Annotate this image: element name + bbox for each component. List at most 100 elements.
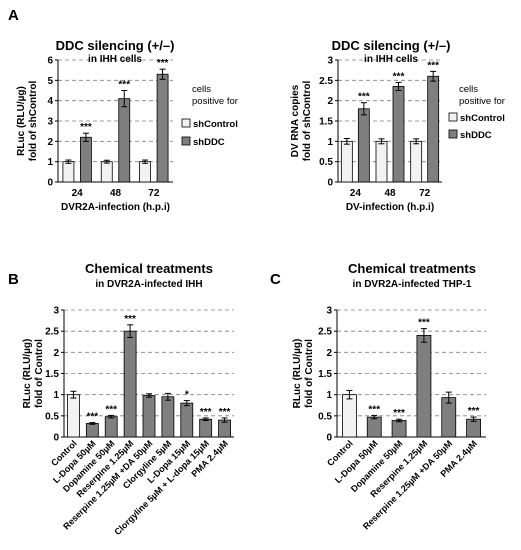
y-tick-label: 2.5 — [318, 327, 332, 338]
bar — [410, 140, 423, 183]
x-tick-label: 24 — [72, 188, 84, 199]
y-tick-label: 6 — [47, 56, 53, 67]
y-axis-label: RLuc (RLU/µg) — [22, 339, 33, 409]
chart-title: Chemical treatments — [348, 261, 476, 276]
significance-label: *** — [418, 318, 430, 329]
panel-letter-b: B — [8, 271, 19, 288]
x-tick-label: 48 — [384, 188, 396, 199]
bar — [123, 330, 137, 438]
y-axis-label: fold of Control — [34, 339, 45, 408]
y-axis-label: DV RNA copies — [290, 84, 301, 157]
bar — [62, 161, 75, 183]
y-tick-label: 2 — [326, 348, 332, 359]
bar — [466, 418, 481, 438]
y-tick-label: 3 — [327, 56, 333, 67]
y-tick-label: 2.5 — [319, 76, 333, 87]
bar — [67, 394, 80, 438]
chart-subtitle: in IHH cells — [364, 54, 418, 65]
y-tick-label: 0.5 — [318, 411, 332, 422]
y-tick-label: 1.5 — [318, 369, 332, 380]
y-axis-label: fold of shControl — [302, 81, 313, 162]
chart-c: 0 0.5 1 1.5 2 2.5 3 Chemical treatments in DVR2A… — [292, 261, 486, 532]
bar — [180, 402, 194, 438]
y-tick-label: 0 — [327, 178, 333, 189]
bar — [366, 416, 382, 438]
chart-subtitle: in DVR2A-infected THP-1 — [353, 279, 472, 290]
y-tick-label: 3 — [326, 306, 332, 317]
chart-a2: 0 0.5 1 1.5 2 2.5 3 DDC silencing (+/–)in IHH c… — [290, 38, 505, 213]
bar — [342, 394, 357, 438]
x-tick-label: 72 — [148, 188, 160, 199]
significance-label: *** — [358, 92, 370, 103]
legend-title: cells — [192, 84, 211, 95]
legend-swatch — [181, 136, 191, 146]
y-axis-label: RLuc (RLU/µg) — [16, 86, 27, 156]
bar — [416, 334, 432, 438]
y-tick-label: 1 — [326, 390, 332, 401]
y-tick-label: 1 — [53, 390, 59, 401]
legend-swatch — [448, 129, 458, 139]
y-tick-label: 5 — [47, 76, 53, 87]
y-tick-label: 3 — [47, 117, 53, 128]
significance-label: *** — [219, 407, 231, 418]
y-tick-label: 0 — [53, 433, 59, 444]
y-axis-label: RLuc (RLU/µg) — [292, 339, 303, 409]
x-tick-label: 72 — [419, 188, 431, 199]
legend-title: cells — [459, 84, 478, 95]
bar — [118, 98, 131, 183]
legend-entry-label: shControl — [460, 113, 505, 124]
bar — [375, 140, 388, 183]
bar — [104, 416, 118, 438]
bar — [139, 161, 151, 183]
bar — [100, 161, 113, 183]
significance-label: *** — [427, 60, 439, 71]
chart-title: Chemical treatments — [85, 261, 213, 276]
y-tick-label: 2 — [327, 96, 333, 107]
bar — [161, 396, 175, 438]
x-tick-label: 24 — [350, 188, 362, 199]
y-axis-label: fold of shControl — [28, 81, 39, 162]
legend-title: positive for — [459, 96, 505, 107]
bar — [392, 86, 405, 183]
significance-label: *** — [368, 404, 380, 415]
y-axis-label: fold of Control — [304, 339, 315, 408]
bar — [199, 418, 213, 438]
bar — [340, 140, 353, 183]
significance-label: *** — [157, 58, 169, 69]
legend-entry-label: shDDC — [193, 137, 225, 148]
x-axis-label: DV-infection (h.p.i) — [346, 202, 434, 213]
chart-title: DDC silencing (+/–) — [56, 38, 175, 53]
y-tick-label: 0.5 — [45, 411, 59, 422]
panel-letter-c: C — [270, 271, 281, 288]
y-tick-label: 0 — [326, 433, 332, 444]
y-tick-label: 0.5 — [319, 157, 333, 168]
significance-label: * — [185, 390, 189, 401]
significance-label: *** — [86, 412, 98, 423]
y-tick-label: 1 — [47, 157, 53, 168]
legend-swatch — [448, 112, 458, 122]
x-tick-label: 48 — [110, 188, 122, 199]
y-tick-label: 1 — [327, 137, 333, 148]
legend-title: positive for — [192, 96, 238, 107]
panel-letter-a: A — [8, 7, 19, 24]
bar — [357, 108, 370, 183]
chart-b: 0 0.5 1 1.5 2 2.5 3 Chemical treatments in DVR2A… — [22, 261, 234, 537]
y-tick-label: 2.5 — [45, 327, 59, 338]
y-tick-label: 4 — [47, 96, 53, 107]
chart-subtitle: in IHH cells — [88, 54, 142, 65]
chart-subtitle: in DVR2A-infected IHH — [95, 279, 202, 290]
legend-swatch — [181, 118, 191, 128]
legend-entry-label: shDDC — [460, 130, 492, 141]
y-tick-label: 0 — [47, 178, 53, 189]
y-tick-label: 1.5 — [319, 117, 333, 128]
chart-title: DDC silencing (+/–) — [332, 38, 451, 53]
y-tick-label: 1.5 — [45, 369, 59, 380]
bar — [156, 73, 169, 183]
bar — [427, 75, 440, 183]
bar — [142, 395, 156, 438]
bar — [391, 420, 407, 438]
bar — [85, 423, 99, 438]
x-axis-label: DVR2A-infection (h.p.i) — [61, 202, 170, 213]
